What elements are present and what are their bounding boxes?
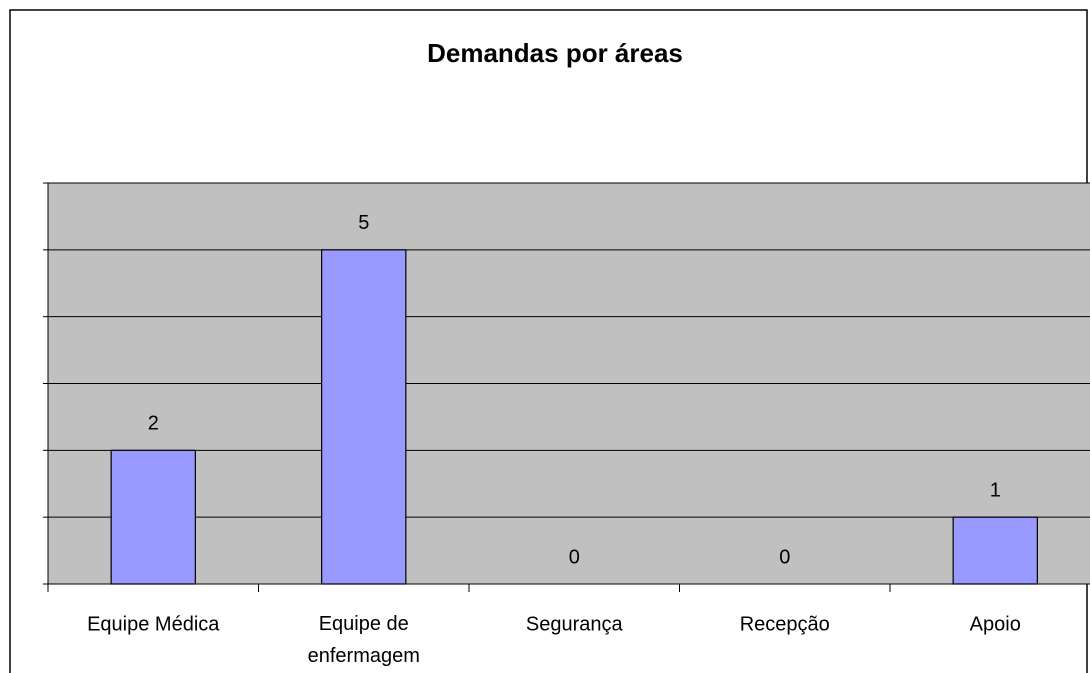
data-label: 0 bbox=[569, 546, 580, 568]
data-label: 0 bbox=[779, 546, 790, 568]
chart-title: Demandas por áreas bbox=[427, 38, 683, 68]
data-label: 5 bbox=[358, 212, 369, 234]
x-tick-label: Recepção bbox=[740, 613, 830, 635]
x-tick-label: Segurança bbox=[526, 613, 624, 635]
bar bbox=[321, 249, 407, 585]
bar bbox=[952, 516, 1038, 585]
x-tick-label: Apoio bbox=[970, 613, 1021, 635]
bar bbox=[110, 449, 196, 585]
data-label: 1 bbox=[990, 479, 1001, 501]
x-tick-label: Equipe de enfermagem bbox=[308, 613, 420, 667]
x-tick-label: Equipe Médica bbox=[87, 613, 220, 635]
data-label: 2 bbox=[148, 413, 159, 435]
